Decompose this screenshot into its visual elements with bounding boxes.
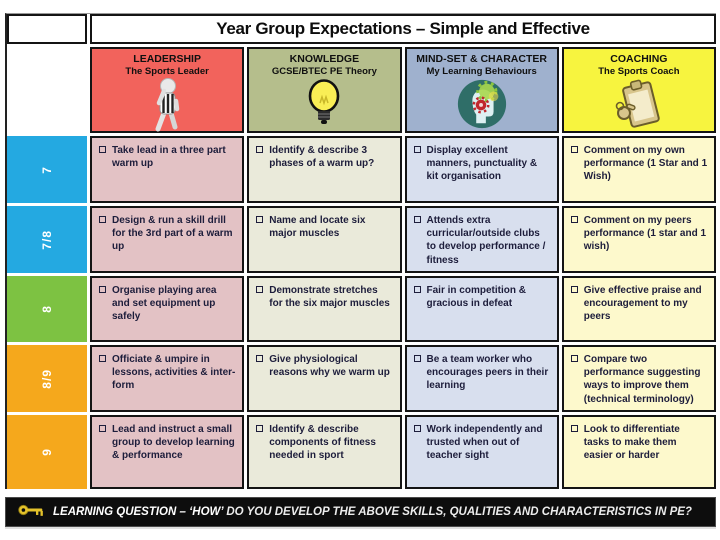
row-label-year-7: 7 bbox=[7, 136, 87, 203]
expectation-cell-mindset-8: Fair in competition & gracious in defeat bbox=[404, 276, 559, 342]
checkbox-bullet-icon bbox=[413, 355, 421, 362]
column-header-sublabel: My Learning Behaviours bbox=[426, 66, 537, 77]
expectation-text: Display excellent manners, punctuality &… bbox=[426, 145, 538, 183]
corner-cell bbox=[7, 47, 87, 133]
expectation-cell-knowledge-9: Identify & describe components of fitnes… bbox=[247, 415, 402, 489]
learning-question-strong: LEARNING QUESTION – ‘HOW’ bbox=[53, 506, 224, 518]
checkbox-bullet-icon bbox=[99, 425, 106, 432]
expectation-text: Comment on my own performance (1 Star an… bbox=[583, 145, 708, 183]
row-label-year-9: 9 bbox=[7, 415, 87, 489]
expectation-cell-mindset-9: Work independently and trusted when out … bbox=[404, 415, 559, 489]
expectation-text: Identify & describe components of fitnes… bbox=[269, 424, 376, 462]
checkbox-bullet-icon bbox=[570, 355, 578, 362]
expectation-cell-knowledge-7-8: Name and locate six major muscles bbox=[247, 206, 402, 273]
expectation-cell-knowledge-8-9: Give physiological reasons why we warm u… bbox=[247, 345, 402, 412]
expectation-text: Identify & describe 3 phases of a warm u… bbox=[269, 145, 375, 170]
checkbox-bullet-icon bbox=[99, 286, 106, 293]
expectation-cell-coaching-9: Look to differentiate tasks to make them… bbox=[561, 415, 716, 489]
expectation-cell-mindset-7: Display excellent manners, punctuality &… bbox=[404, 136, 559, 203]
key-icon bbox=[18, 503, 45, 522]
row-label-text: 7/8 bbox=[40, 229, 54, 250]
column-header-label: MIND-SET & CHARACTER bbox=[416, 53, 547, 65]
row-label-year-8-9: 8/9 bbox=[7, 345, 87, 412]
checkbox-bullet-icon bbox=[413, 146, 421, 153]
expectation-text: Name and locate six major muscles bbox=[269, 215, 366, 240]
expectation-text: Take lead in a three part warm up bbox=[112, 145, 226, 170]
column-header-coaching: COACHING The Sports Coach bbox=[561, 47, 716, 133]
learning-question-bar: LEARNING QUESTION – ‘HOW’ DO YOU DEVELOP… bbox=[5, 497, 716, 527]
checkbox-bullet-icon bbox=[570, 425, 578, 432]
lightbulb-icon bbox=[304, 77, 344, 133]
checkbox-bullet-icon bbox=[570, 146, 578, 153]
expectation-cell-coaching-8: Give effective praise and encouragement … bbox=[561, 276, 716, 342]
expectations-table: Year Group Expectations – Simple and Eff… bbox=[5, 13, 716, 489]
column-header-label: COACHING bbox=[610, 53, 668, 65]
expectation-cell-coaching-8-9: Compare two performance suggesting ways … bbox=[561, 345, 716, 412]
page-title: Year Group Expectations – Simple and Eff… bbox=[90, 14, 716, 44]
expectation-cell-knowledge-8: Demonstrate stretches for the six major … bbox=[247, 276, 402, 342]
checkbox-bullet-icon bbox=[570, 286, 578, 293]
column-header-mindset: MIND-SET & CHARACTER My Learning Behavio… bbox=[404, 47, 559, 133]
expectation-cell-leadership-7: Take lead in a three part warm up bbox=[90, 136, 245, 203]
row-label-year-8: 8 bbox=[7, 276, 87, 342]
checkbox-bullet-icon bbox=[256, 355, 264, 362]
checkbox-bullet-icon bbox=[99, 355, 106, 362]
expectation-text: Attends extra curricular/outside clubs t… bbox=[426, 215, 546, 266]
expectation-text: Lead and instruct a small group to devel… bbox=[112, 424, 235, 462]
row-label-text: 9 bbox=[40, 448, 54, 456]
row-label-text: 8/9 bbox=[40, 368, 54, 389]
checkbox-bullet-icon bbox=[256, 425, 264, 432]
expectation-text: Work independently and trusted when out … bbox=[426, 424, 543, 462]
referee-figure-icon bbox=[145, 77, 189, 133]
checkbox-bullet-icon bbox=[570, 216, 578, 223]
column-header-leadership: LEADERSHIP The Sports Leader bbox=[90, 47, 245, 133]
checkbox-bullet-icon bbox=[413, 425, 421, 432]
expectation-cell-leadership-8-9: Officiate & umpire in lessons, activitie… bbox=[90, 345, 245, 412]
column-header-label: LEADERSHIP bbox=[133, 53, 201, 65]
row-label-year-7-8: 7/8 bbox=[7, 206, 87, 273]
expectation-text: Officiate & umpire in lessons, activitie… bbox=[112, 354, 236, 392]
checkbox-bullet-icon bbox=[413, 286, 421, 293]
column-header-label: KNOWLEDGE bbox=[289, 53, 360, 65]
expectation-text: Demonstrate stretches for the six major … bbox=[269, 285, 390, 310]
column-header-knowledge: KNOWLEDGE GCSE/BTEC PE Theory bbox=[247, 47, 402, 133]
column-header-sublabel: GCSE/BTEC PE Theory bbox=[271, 66, 377, 77]
expectation-text: Be a team worker who encourages peers in… bbox=[426, 354, 549, 392]
learning-question-text: LEARNING QUESTION – ‘HOW’ DO YOU DEVELOP… bbox=[53, 506, 692, 518]
expectation-cell-mindset-7-8: Attends extra curricular/outside clubs t… bbox=[404, 206, 559, 273]
expectation-text: Compare two performance suggesting ways … bbox=[583, 354, 701, 405]
row-label-text: 7 bbox=[40, 165, 54, 174]
expectation-text: Comment on my peers performance (1 star … bbox=[583, 215, 707, 253]
column-header-sublabel: The Sports Coach bbox=[598, 66, 680, 77]
column-header-sublabel: The Sports Leader bbox=[125, 66, 209, 77]
title-stub-cell bbox=[7, 14, 87, 44]
checkbox-bullet-icon bbox=[413, 216, 421, 223]
clipboard-whistle-icon bbox=[611, 77, 667, 133]
expectation-text: Design & run a skill drill for the 3rd p… bbox=[112, 215, 233, 253]
checkbox-bullet-icon bbox=[256, 216, 264, 223]
expectation-cell-leadership-8: Organise playing area and set equipment … bbox=[90, 276, 245, 342]
checkbox-bullet-icon bbox=[99, 216, 106, 223]
expectation-text: Look to differentiate tasks to make them… bbox=[583, 424, 680, 462]
row-label-text: 8 bbox=[40, 305, 54, 313]
expectation-text: Give physiological reasons why we warm u… bbox=[269, 354, 390, 379]
expectation-cell-knowledge-7: Identify & describe 3 phases of a warm u… bbox=[247, 136, 402, 203]
checkbox-bullet-icon bbox=[99, 146, 106, 153]
expectation-cell-leadership-9: Lead and instruct a small group to devel… bbox=[90, 415, 245, 489]
expectation-text: Fair in competition & gracious in defeat bbox=[426, 285, 526, 310]
checkbox-bullet-icon bbox=[256, 286, 264, 293]
expectation-text: Organise playing area and set equipment … bbox=[112, 285, 217, 323]
expectation-cell-coaching-7: Comment on my own performance (1 Star an… bbox=[561, 136, 716, 203]
expectation-cell-leadership-7-8: Design & run a skill drill for the 3rd p… bbox=[90, 206, 245, 273]
expectation-cell-coaching-7-8: Comment on my peers performance (1 star … bbox=[561, 206, 716, 273]
head-gears-icon bbox=[455, 77, 509, 131]
expectation-cell-mindset-8-9: Be a team worker who encourages peers in… bbox=[404, 345, 559, 412]
expectation-text: Give effective praise and encouragement … bbox=[583, 285, 702, 323]
learning-question-rest: DO YOU DEVELOP THE ABOVE SKILLS, QUALITI… bbox=[223, 506, 692, 518]
checkbox-bullet-icon bbox=[256, 146, 264, 153]
